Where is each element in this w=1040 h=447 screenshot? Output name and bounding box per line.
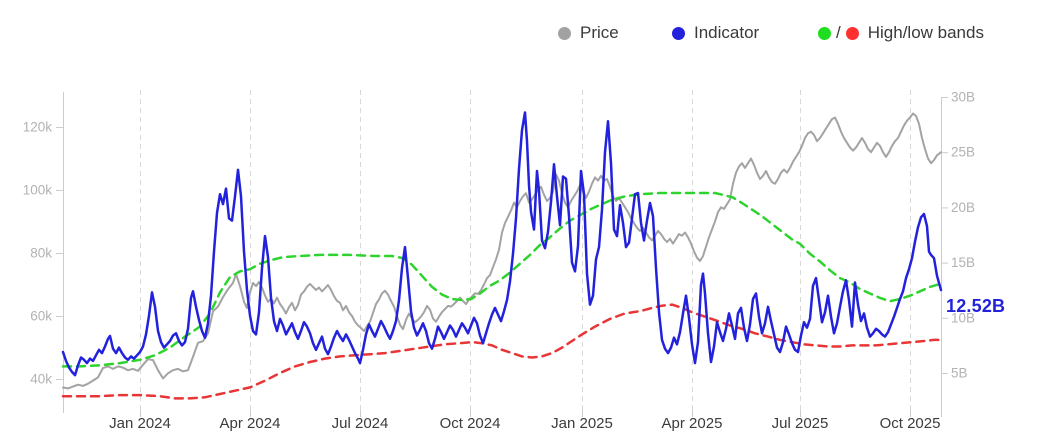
- legend-slash-separator: /: [836, 23, 841, 42]
- y-axis-right-label: 15B: [951, 255, 975, 270]
- y-axis-right-label: 5B: [951, 366, 968, 381]
- y-axis-left-label: 40k: [30, 372, 52, 387]
- y-axis-right-label: 30B: [951, 90, 975, 105]
- low-band-legend-dot-icon: [845, 26, 859, 40]
- legend-label-bands: High/low bands: [867, 23, 984, 42]
- legend-item-price[interactable]: Price: [558, 24, 619, 42]
- legend-item-indicator[interactable]: Indicator: [672, 24, 759, 42]
- y-axis-left-label: 80k: [30, 246, 52, 261]
- x-axis-label: Apr 2025: [662, 415, 723, 432]
- x-axis-label: Oct 2025: [880, 415, 941, 432]
- y-axis-left-label: 120k: [23, 120, 53, 135]
- legend: Price Indicator / High/low bands: [0, 0, 1040, 52]
- y-axis-right-label: 25B: [951, 145, 975, 160]
- y-axis-left-label: 60k: [30, 309, 52, 324]
- legend-label-indicator: Indicator: [694, 23, 760, 42]
- y-axis-right-label: 10B: [951, 310, 975, 325]
- series-low-band-line[interactable]: [61, 303, 943, 400]
- y-axis-right-label: 20B: [951, 200, 975, 215]
- price-legend-dot-icon: [558, 26, 571, 40]
- legend-item-bands[interactable]: / High/low bands: [818, 24, 984, 42]
- x-axis-label: Jan 2024: [109, 415, 171, 432]
- x-axis-label: Oct 2024: [440, 415, 501, 432]
- series-indicator-line[interactable]: [61, 111, 943, 377]
- series-price-line[interactable]: [62, 112, 942, 390]
- indicator-legend-dot-icon: [672, 26, 685, 40]
- x-axis-label: Jul 2024: [332, 415, 389, 432]
- current-value-label: 12.52B: [946, 296, 1006, 316]
- x-axis-label: Apr 2024: [220, 415, 281, 432]
- legend-label-price: Price: [580, 23, 619, 42]
- x-axis-label: Jul 2025: [772, 415, 829, 432]
- x-axis-label: Jan 2025: [551, 415, 613, 432]
- series-high-band-line[interactable]: [61, 191, 943, 368]
- y-axis-left-label: 100k: [23, 183, 53, 198]
- high-band-legend-dot-icon: [818, 26, 831, 40]
